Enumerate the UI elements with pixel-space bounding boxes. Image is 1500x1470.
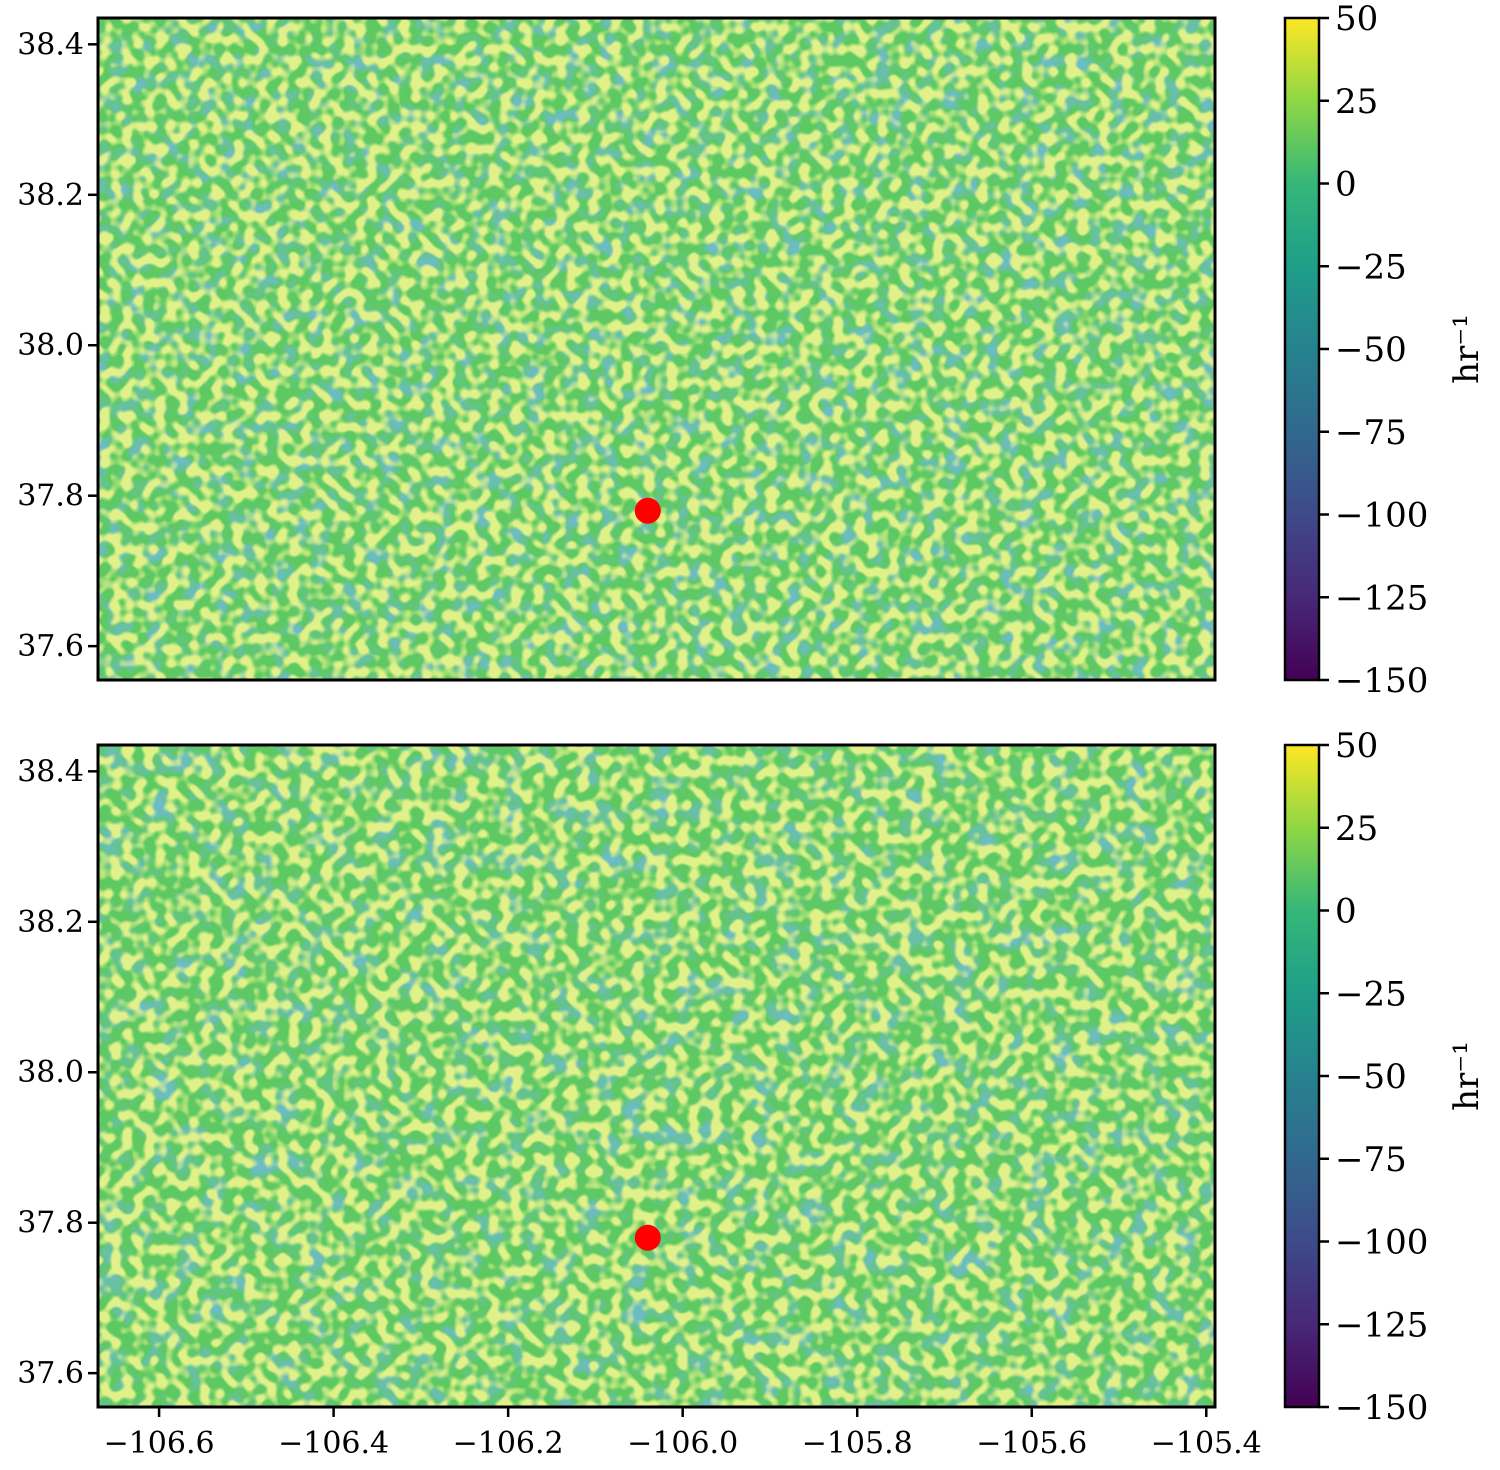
colorbar-ticks: 50 25 0 −25 −50 −75 −100 −125 −150 — [1319, 0, 1428, 701]
y-axis-ticks: 38.4 38.2 38.0 37.8 37.6 — [17, 754, 98, 1391]
colorbar-ticks: 50 25 0 −25 −50 −75 −100 −125 −150 — [1319, 726, 1428, 1428]
colorbar-tick-label: −25 — [1335, 974, 1407, 1014]
y-tick-label: 38.2 — [17, 178, 84, 213]
y-axis-ticks: 38.4 38.2 38.0 37.8 37.6 — [17, 27, 98, 664]
colorbar-label: hr⁻¹ — [1447, 1041, 1487, 1111]
colorbar-tick-label: −50 — [1335, 330, 1407, 370]
colorbar-tick-label: 25 — [1335, 82, 1378, 122]
colorbar-label: hr⁻¹ — [1447, 314, 1487, 384]
y-tick-label: 38.4 — [17, 754, 84, 789]
y-tick-label: 37.6 — [17, 1356, 84, 1391]
bottom-colorbar: 50 25 0 −25 −50 −75 −100 −125 −150 hr⁻¹ — [1283, 726, 1487, 1428]
plot-frame — [96, 743, 1217, 1409]
colorbar-tick-label: 0 — [1335, 892, 1357, 932]
heatmap-speckle-texture — [98, 18, 1215, 680]
y-tick-label: 37.6 — [17, 629, 84, 664]
x-tick-label: −106.4 — [278, 1426, 389, 1461]
colorbar-gradient — [1285, 18, 1319, 680]
x-tick-label: −105.8 — [802, 1426, 913, 1461]
y-tick-label: 37.8 — [17, 1206, 84, 1241]
y-tick-label: 38.0 — [17, 328, 84, 363]
colorbar-tick-label: 0 — [1335, 165, 1357, 205]
y-tick-label: 37.8 — [17, 479, 84, 514]
colorbar-tick-label: −50 — [1335, 1057, 1407, 1097]
colorbar-tick-label: 25 — [1335, 809, 1378, 849]
top-heatmap-panel: 38.4 38.2 38.0 37.8 37.6 — [17, 16, 1217, 682]
x-tick-label: −106.2 — [453, 1426, 564, 1461]
top-colorbar: 50 25 0 −25 −50 −75 −100 −125 −150 hr⁻¹ — [1283, 0, 1487, 701]
colorbar-tick-label: −75 — [1335, 1140, 1407, 1180]
y-tick-label: 38.4 — [17, 27, 84, 62]
colorbar-tick-label: −125 — [1335, 1305, 1428, 1345]
colorbar-tick-label: 50 — [1335, 0, 1378, 39]
x-tick-label: −105.4 — [1151, 1426, 1262, 1461]
bottom-heatmap-panel: 38.438.238.037.837.6 −106.6 −106.4 −106.2−… — [17, 743, 1262, 1461]
y-tick-label: 38.2 — [17, 905, 84, 940]
y-tick-label: 38.0 — [17, 1055, 84, 1090]
x-tick-label: −106.0 — [627, 1426, 738, 1461]
colorbar-tick-label: −75 — [1335, 413, 1407, 453]
colorbar-tick-label: −125 — [1335, 578, 1428, 618]
colorbar-tick-label: −100 — [1335, 1223, 1428, 1263]
colorbar-tick-label: 50 — [1335, 726, 1378, 766]
colorbar-tick-label: −25 — [1335, 247, 1407, 287]
plot-frame — [96, 16, 1217, 682]
colorbar-tick-label: −150 — [1335, 1388, 1428, 1428]
x-axis-ticks: −106.6 −106.4 −106.2 −106.0 −105.8 −105.6 −105… — [104, 1407, 1262, 1461]
colorbar-tick-label: −100 — [1335, 496, 1428, 536]
x-tick-label: −105.6 — [976, 1426, 1087, 1461]
location-marker — [634, 1224, 661, 1251]
colorbar-gradient — [1285, 745, 1319, 1407]
colorbar-tick-label: −150 — [1335, 661, 1428, 701]
location-marker — [634, 497, 661, 524]
x-tick-label: −106.6 — [104, 1426, 215, 1461]
heatmap-speckle-texture — [98, 745, 1215, 1407]
